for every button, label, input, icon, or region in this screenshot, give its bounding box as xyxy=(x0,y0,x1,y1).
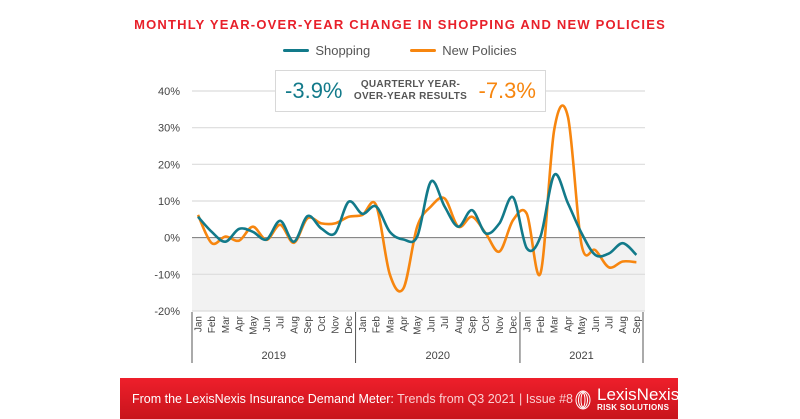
x-tick-label: Jul xyxy=(605,316,616,329)
legend-label: New Policies xyxy=(442,43,517,58)
x-tick-label: Mar xyxy=(385,315,396,333)
x-tick-label: Aug xyxy=(289,316,300,334)
footer-banner: From the LexisNexis Insurance Demand Met… xyxy=(120,378,679,419)
x-tick-label: Nov xyxy=(331,316,342,334)
quarterly-label-line2: OVER-YEAR RESULTS xyxy=(353,91,468,102)
legend-item-shopping: Shopping xyxy=(283,43,370,58)
y-tick-label: 40% xyxy=(158,86,180,98)
x-tick-label: Apr xyxy=(563,315,574,331)
legend-swatch-shopping xyxy=(283,49,310,52)
legend-swatch-new-policies xyxy=(410,49,437,52)
quarterly-label-line1: QUARTERLY YEAR- xyxy=(360,79,461,90)
quarterly-results-box: -3.9% QUARTERLY YEAR- OVER-YEAR RESULTS … xyxy=(275,70,546,112)
x-tick-label: Jun xyxy=(426,316,437,332)
x-tick-label: Sep xyxy=(468,316,479,334)
footer-trend: Trends from Q3 2021 xyxy=(397,391,516,406)
logo-swirl-icon xyxy=(575,390,591,409)
x-tick-label: May xyxy=(413,316,424,335)
y-tick-label: -10% xyxy=(154,269,180,281)
x-tick-label: Dec xyxy=(509,316,520,334)
year-label: 2019 xyxy=(262,350,286,362)
footer-text: From the LexisNexis Insurance Demand Met… xyxy=(132,392,573,406)
x-tick-label: Apr xyxy=(399,315,410,331)
x-tick-label: May xyxy=(577,316,588,335)
footer-issue: Issue #8 xyxy=(525,391,573,406)
x-tick-label: Dec xyxy=(344,316,355,334)
y-tick-label: 20% xyxy=(158,159,180,171)
chart-title: MONTHLY YEAR-OVER-YEAR CHANGE IN SHOPPIN… xyxy=(134,17,666,32)
x-tick-label: Sep xyxy=(632,316,643,334)
year-label: 2021 xyxy=(569,350,593,362)
x-tick-label: Oct xyxy=(317,316,328,332)
x-tick-label: Jan xyxy=(522,316,533,332)
y-tick-label: -20% xyxy=(154,306,180,318)
x-tick-label: Mar xyxy=(221,315,232,333)
x-tick-label: Mar xyxy=(550,315,561,333)
footer-source: From the LexisNexis Insurance Demand Met… xyxy=(132,391,394,406)
shopping-quarterly-value: -3.9% xyxy=(285,78,343,103)
x-tick-label: May xyxy=(248,316,259,335)
x-tick-label: Sep xyxy=(303,316,314,334)
lexisnexis-logo: LexisNexis RISK SOLUTIONS xyxy=(573,386,679,412)
legend: Shopping New Policies xyxy=(0,43,800,58)
x-tick-label: Oct xyxy=(481,316,492,332)
x-tick-label: Jul xyxy=(440,316,451,329)
legend-label: Shopping xyxy=(315,43,371,58)
x-tick-label: Jan xyxy=(194,316,205,332)
x-tick-label: Apr xyxy=(235,315,246,331)
x-tick-label: Feb xyxy=(536,316,547,334)
y-tick-label: 30% xyxy=(158,123,180,135)
legend-item-new-policies: New Policies xyxy=(410,43,517,58)
x-tick-label: Jun xyxy=(262,316,273,332)
x-tick-label: Aug xyxy=(454,316,465,334)
year-label: 2020 xyxy=(426,350,450,362)
x-tick-label: Feb xyxy=(372,316,383,334)
quarterly-label: QUARTERLY YEAR- OVER-YEAR RESULTS xyxy=(351,79,471,103)
x-tick-label: Feb xyxy=(207,316,218,334)
x-tick-label: Nov xyxy=(495,316,506,334)
logo-name: LexisNexis xyxy=(597,384,680,404)
x-tick-label: Aug xyxy=(618,316,629,334)
y-tick-label: 0% xyxy=(164,233,180,245)
new-policies-quarterly-value: -7.3% xyxy=(478,78,536,103)
footer-separator: | xyxy=(519,391,523,406)
x-tick-label: Jan xyxy=(358,316,369,332)
y-tick-label: 10% xyxy=(158,196,180,208)
x-tick-label: Jun xyxy=(591,316,602,332)
x-tick-label: Jul xyxy=(276,316,287,329)
logo-sub: RISK SOLUTIONS xyxy=(597,402,670,412)
